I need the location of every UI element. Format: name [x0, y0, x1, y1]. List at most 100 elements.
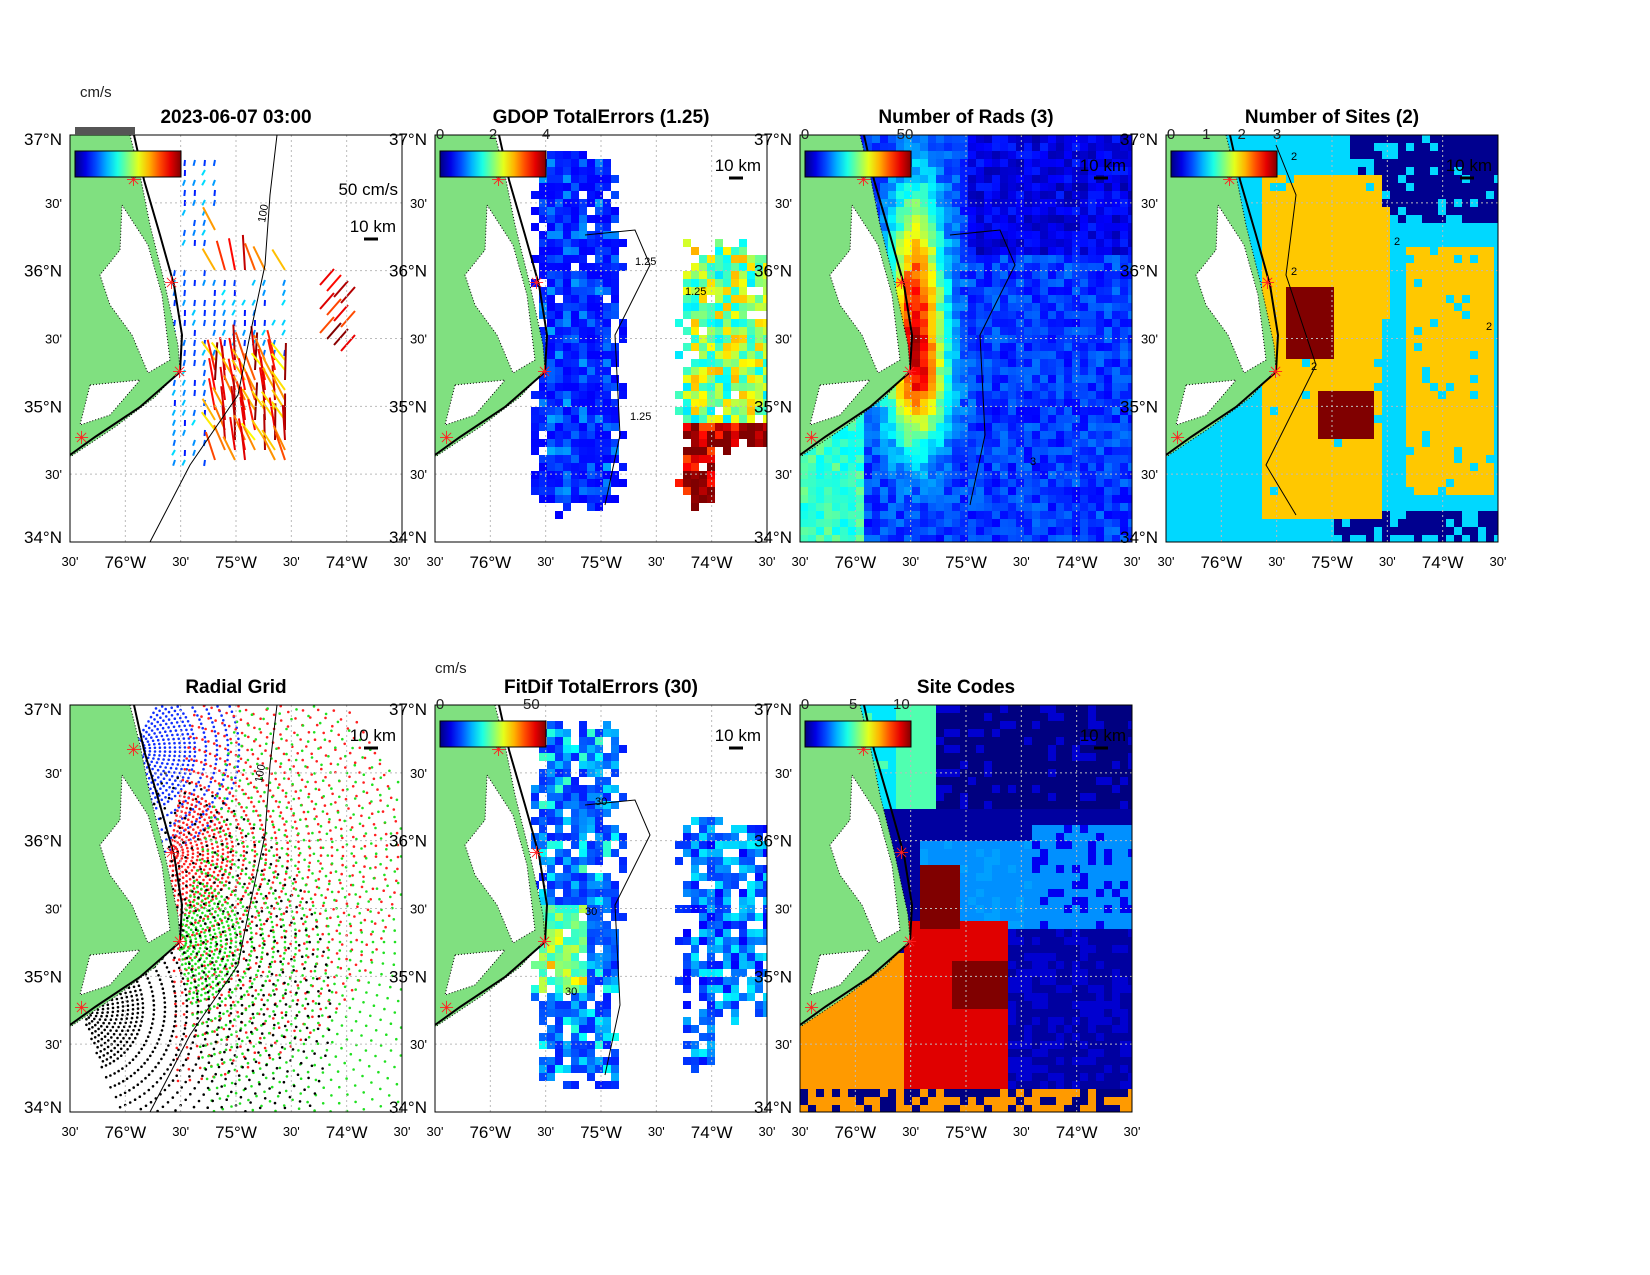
data-cell — [1112, 471, 1120, 479]
data-cell — [872, 191, 880, 199]
data-cell — [1406, 327, 1414, 335]
contour-line — [949, 229, 1016, 506]
data-cell — [1096, 455, 1104, 463]
data-cell — [611, 239, 619, 247]
data-cell — [1374, 335, 1382, 343]
data-cell — [1278, 471, 1286, 479]
data-cell — [984, 511, 992, 519]
data-cell — [555, 183, 563, 191]
data-cell — [952, 207, 960, 215]
data-cell — [1374, 191, 1382, 199]
data-cell — [1254, 175, 1262, 183]
data-cell — [1422, 191, 1430, 199]
data-cell — [1438, 143, 1446, 151]
data-cell — [1128, 143, 1132, 151]
data-cell — [699, 479, 707, 487]
data-cell — [992, 431, 1000, 439]
data-cell — [587, 447, 595, 455]
current-vector — [212, 329, 216, 337]
data-cell — [1390, 423, 1398, 431]
data-cell — [1016, 303, 1024, 311]
data-cell — [1390, 199, 1398, 207]
data-cell — [1040, 231, 1048, 239]
data-cell — [936, 503, 944, 511]
data-cell — [1382, 407, 1390, 415]
data-cell — [1358, 423, 1366, 431]
data-cell — [1096, 327, 1104, 335]
data-cell — [691, 343, 699, 351]
data-cell — [1262, 511, 1270, 519]
data-cell — [1350, 527, 1358, 535]
data-cell — [1366, 191, 1374, 199]
data-cell — [976, 287, 984, 295]
data-cell — [1056, 303, 1064, 311]
lat-tick-label: 30' — [775, 196, 792, 211]
data-cell — [1310, 415, 1318, 423]
data-cell — [1254, 135, 1262, 143]
data-cell — [723, 391, 731, 399]
data-cell — [563, 447, 571, 455]
map-area[interactable]: 100✳✳✳✳ — [70, 135, 402, 542]
data-cell — [1080, 527, 1088, 535]
data-cell — [920, 431, 928, 439]
data-cell — [555, 303, 563, 311]
data-cell — [936, 215, 944, 223]
map-area[interactable]: 3✳✳✳✳ — [800, 135, 1136, 543]
data-cell — [603, 167, 611, 175]
data-cell — [1390, 327, 1398, 335]
data-cell — [1398, 175, 1406, 183]
data-cell — [1104, 375, 1112, 383]
data-cell — [888, 503, 896, 511]
data-cell — [675, 407, 683, 415]
data-cell — [1358, 383, 1366, 391]
data-cell — [1016, 415, 1024, 423]
data-cell — [1302, 151, 1310, 159]
data-cell — [587, 439, 595, 447]
data-cell — [683, 367, 691, 375]
data-cell — [1342, 471, 1350, 479]
data-cell — [976, 383, 984, 391]
data-cell — [1422, 383, 1430, 391]
data-cell — [707, 415, 715, 423]
data-cell — [936, 519, 944, 527]
data-cell — [1302, 287, 1310, 295]
data-cell — [1262, 215, 1270, 223]
data-cell — [856, 527, 864, 535]
data-cell — [928, 415, 936, 423]
data-cell — [1088, 183, 1096, 191]
data-cell — [1366, 375, 1374, 383]
data-cell — [1128, 455, 1132, 463]
data-cell — [683, 407, 691, 415]
data-cell — [699, 439, 707, 447]
data-cell — [1254, 479, 1262, 487]
data-cell — [1096, 239, 1104, 247]
data-cell — [1080, 303, 1088, 311]
data-cell — [1422, 463, 1430, 471]
data-cell — [1358, 311, 1366, 319]
data-cell — [1342, 455, 1350, 463]
current-vector — [171, 389, 176, 396]
data-cell — [1374, 231, 1382, 239]
data-cell — [1382, 343, 1390, 351]
data-cell — [1008, 527, 1016, 535]
data-cell — [1342, 535, 1350, 542]
data-cell — [1112, 247, 1120, 255]
data-cell — [1056, 431, 1064, 439]
data-cell — [603, 231, 611, 239]
data-cell — [1080, 327, 1088, 335]
data-cell — [1088, 215, 1096, 223]
data-cell — [928, 175, 936, 183]
data-cell — [912, 143, 920, 151]
data-cell — [976, 535, 984, 542]
data-cell — [1072, 191, 1080, 199]
data-cell — [1350, 439, 1358, 447]
data-cell — [1278, 159, 1286, 167]
data-cell — [1350, 159, 1358, 167]
data-cell — [920, 223, 928, 231]
map-area[interactable]: 1.251.251.25✳✳✳✳ — [435, 135, 771, 542]
data-cell — [1080, 383, 1088, 391]
data-cell — [595, 391, 603, 399]
data-cell — [936, 231, 944, 239]
data-cell — [928, 263, 936, 271]
